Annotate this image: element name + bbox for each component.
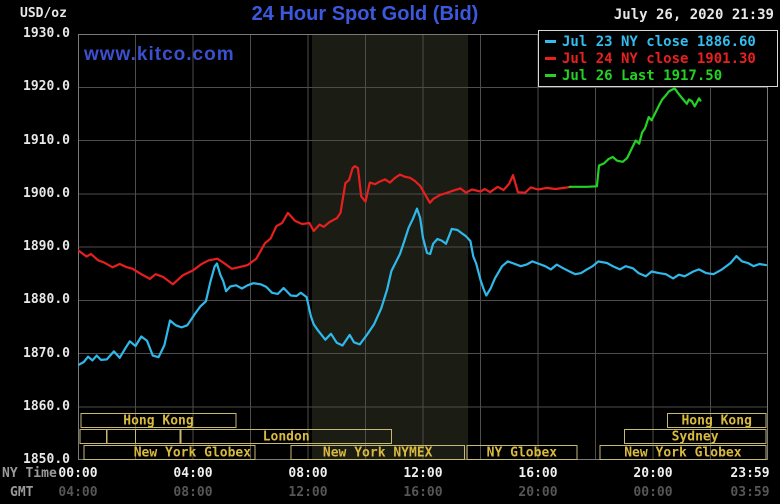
x-axis-tick-ny: 16:00 bbox=[518, 466, 558, 481]
legend-row: Jul 23 NY close 1886.60 bbox=[543, 33, 773, 50]
x-axis-tick-gmt: 00:00 bbox=[633, 485, 673, 500]
plot-area: Hong Kong Hong Kong London Sydney New York G… bbox=[78, 34, 768, 460]
y-axis-tick: 1870.0 bbox=[23, 345, 70, 361]
legend-label: Jul 23 NY close 1886.60 bbox=[562, 33, 756, 50]
x-axis-tick-ny: 04:00 bbox=[173, 466, 213, 481]
gmt-axis-caption: GMT bbox=[10, 485, 34, 500]
x-axis-tick-ny: 12:00 bbox=[403, 466, 443, 481]
session-box bbox=[79, 429, 108, 444]
y-axis-tick: 1910.0 bbox=[23, 132, 70, 148]
x-axis-tick-ny: 23:59 bbox=[730, 466, 770, 481]
legend-row: Jul 26 Last 1917.50 bbox=[543, 67, 773, 84]
x-axis-tick-gmt: 08:00 bbox=[173, 485, 213, 500]
legend-label: Jul 24 NY close 1901.30 bbox=[562, 50, 756, 67]
y-axis-tick: 1880.0 bbox=[23, 292, 70, 308]
session-label: Sydney bbox=[672, 430, 719, 445]
x-axis-tick-gmt: 04:00 bbox=[58, 485, 98, 500]
x-axis-tick-ny: 08:00 bbox=[288, 466, 328, 481]
chart-title: 24 Hour Spot Gold (Bid) bbox=[251, 3, 479, 25]
kitco-watermark: www.kitco.com bbox=[84, 44, 235, 65]
session-label: Hong Kong bbox=[681, 414, 751, 429]
session-box bbox=[83, 445, 256, 460]
session-box bbox=[80, 413, 237, 428]
series-line-jul26 bbox=[568, 87, 702, 188]
x-axis-tick-ny: 00:00 bbox=[58, 466, 98, 481]
session-box bbox=[599, 445, 767, 460]
session-box bbox=[466, 445, 578, 460]
legend-label: Jul 26 Last 1917.50 bbox=[562, 67, 723, 84]
ny-time-axis-caption: NY Time bbox=[2, 466, 57, 481]
x-axis-tick-gmt: 03:59 bbox=[730, 485, 770, 500]
y-axis-tick: 1860.0 bbox=[23, 398, 70, 414]
legend: Jul 23 NY close 1886.60 Jul 24 NY close 1… bbox=[538, 30, 778, 87]
session-label: New York Globex bbox=[134, 446, 252, 461]
series-line-jul23 bbox=[78, 207, 768, 367]
session-box bbox=[106, 429, 137, 444]
session-label: London bbox=[263, 430, 310, 445]
session-label: New York NYMEX bbox=[323, 446, 433, 461]
session-box bbox=[180, 429, 392, 444]
legend-line-swatch bbox=[545, 74, 556, 77]
session-label: NY Globex bbox=[487, 446, 558, 461]
y-axis-tick: 1890.0 bbox=[23, 239, 70, 254]
y-axis-unit-label: USD/oz bbox=[20, 6, 67, 21]
session-label: Hong Kong bbox=[123, 414, 193, 429]
chart-datetime: July 26, 2020 21:39 bbox=[613, 7, 774, 23]
x-axis-tick-gmt: 20:00 bbox=[518, 485, 558, 500]
session-box bbox=[666, 413, 767, 428]
x-axis-tick-gmt: 12:00 bbox=[288, 485, 328, 500]
session-box bbox=[135, 429, 181, 444]
y-axis-tick: 1850.0 bbox=[23, 452, 70, 467]
session-label: New York Globex bbox=[624, 446, 742, 461]
series-line-jul24 bbox=[78, 165, 573, 286]
legend-row: Jul 24 NY close 1901.30 bbox=[543, 50, 773, 67]
x-axis-tick-ny: 20:00 bbox=[633, 466, 673, 481]
session-box bbox=[290, 445, 466, 460]
session-box bbox=[623, 429, 767, 444]
y-axis-tick: 1920.0 bbox=[23, 79, 70, 95]
legend-line-swatch bbox=[545, 57, 556, 60]
x-axis-tick-gmt: 16:00 bbox=[403, 485, 443, 500]
y-axis-tick: 1930.0 bbox=[23, 26, 70, 41]
y-axis-tick: 1900.0 bbox=[23, 185, 70, 201]
legend-line-swatch bbox=[545, 40, 556, 43]
